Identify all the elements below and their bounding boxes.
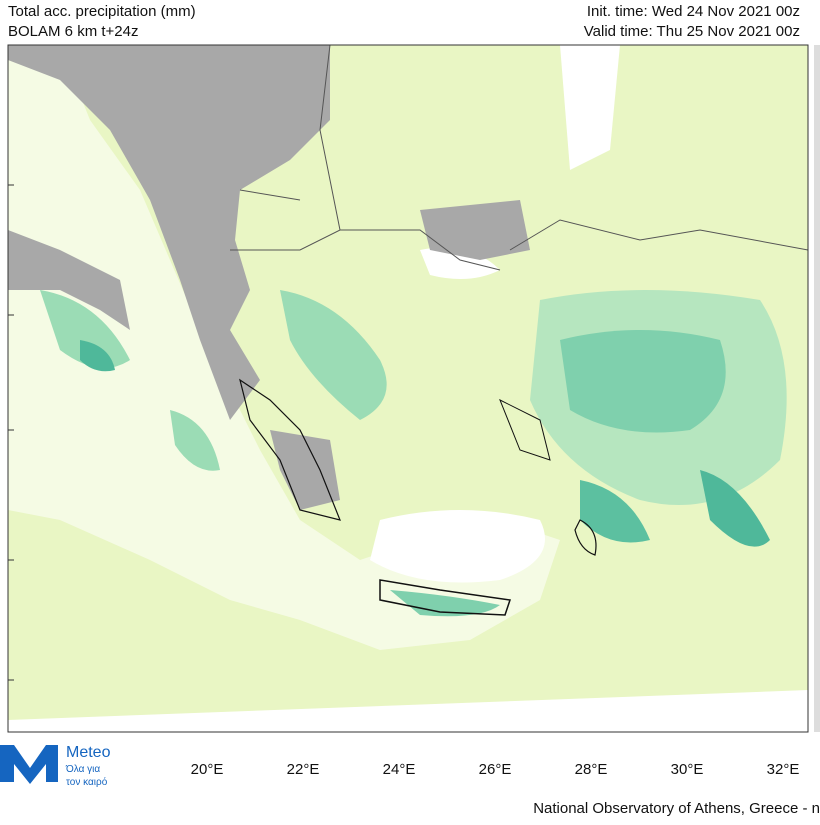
precip-area [80,340,115,372]
longitude-label: 22°E [287,761,320,778]
title: Total acc. precipitation (mm) [8,3,196,20]
precip-area [170,410,220,471]
colorbar-edge [814,45,820,732]
precip-area [700,470,770,547]
logo-tagline: Όλα για [65,764,100,775]
logo-name: Meteo [66,744,111,761]
land-mask [8,45,330,420]
precip-area [280,290,387,420]
logo-tagline: τον καιρό [66,776,108,788]
logo: Meteo Όλα για τον καιρό [0,744,111,788]
longitude-label: 26°E [479,761,512,778]
sea-area [420,247,500,279]
valid-time: Valid time: Thu 25 Nov 2021 00z [584,23,800,40]
precip-area [560,330,726,433]
map-frame [7,44,809,733]
land-mask [270,430,340,510]
border [230,45,501,271]
sea-area [8,690,808,732]
coastline [239,378,341,521]
land-mask [8,230,130,330]
footer: National Observatory of Athens, Greece -… [533,800,820,817]
sea-area [370,510,545,583]
coastline [574,519,597,556]
sea-area [560,45,620,170]
coastline [379,579,511,616]
sea-area [8,45,560,650]
init-time: Init. time: Wed 24 Nov 2021 00z [587,3,800,20]
land-mask [420,200,530,260]
longitude-label: 24°E [383,761,416,778]
longitude-label: 30°E [671,761,704,778]
longitude-label: 20°E [191,761,224,778]
longitude-label: 32°E [767,761,800,778]
border [509,219,808,251]
precip-area [390,590,500,617]
precip-area [40,290,130,368]
subtitle: BOLAM 6 km t+24z [8,23,138,40]
coastline [499,398,551,461]
lat-ticks [8,184,14,681]
precip-area [580,480,650,543]
longitude-label: 28°E [575,761,608,778]
map: 20°E 22°E 24°E 26°E 28°E 30°E 32°E [7,44,820,778]
